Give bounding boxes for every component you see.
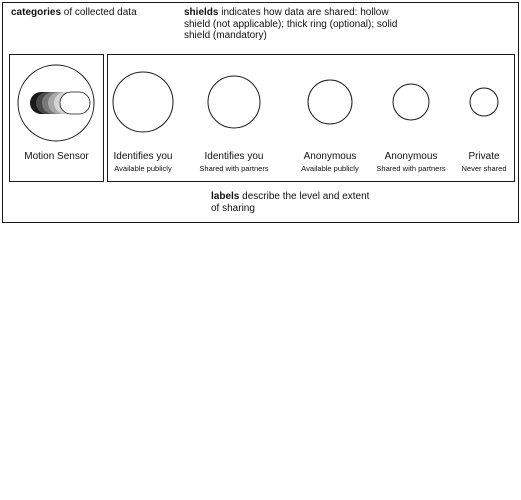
shield-icon-identifies-partners xyxy=(207,75,261,129)
category-icon-svg xyxy=(17,64,95,142)
shields-panel: Identifies you Available publicly Identi… xyxy=(107,54,515,182)
shield-label-main: Identifies you xyxy=(113,151,173,162)
shields-caption-text: indicates how data are shared: hollow sh… xyxy=(184,7,398,41)
shield-label-main: Anonymous xyxy=(303,151,357,162)
shield-label-sub: Available publicly xyxy=(114,164,172,173)
legend-figure: categories of collected data shields ind… xyxy=(2,2,519,223)
category-shield-icon xyxy=(17,64,95,142)
shield-label-sub: Available publicly xyxy=(301,164,359,173)
shield-label-sub: Never shared xyxy=(461,164,507,173)
motion-pill-shape xyxy=(59,91,91,115)
categories-caption-text: of collected data xyxy=(61,7,137,18)
shield-icon-private xyxy=(469,87,499,117)
shield-label-main: Private xyxy=(468,151,500,162)
shield-label-main: Identifies you xyxy=(204,151,264,162)
labels-caption-term: labels xyxy=(211,191,240,202)
shield-icons-svg xyxy=(112,71,499,133)
shield-icon-anonymous-partners xyxy=(392,83,430,121)
shield-label-main: Anonymous xyxy=(384,151,438,162)
shields-caption: shields indicates how data are shared: h… xyxy=(184,7,414,42)
categories-caption-term: categories xyxy=(11,7,62,18)
shield-label-sub: Shared with partners xyxy=(199,164,269,173)
shield-label-sub: Shared with partners xyxy=(376,164,446,173)
labels-caption-text: describe the level and extent of sharing xyxy=(211,191,370,214)
category-panel: Motion Sensor xyxy=(9,54,104,182)
motion-sensor-icon xyxy=(30,91,91,115)
shield-icon-identifies-public xyxy=(112,71,174,133)
category-label: Motion Sensor xyxy=(24,151,89,162)
shield-icon-anonymous-public xyxy=(307,79,353,125)
categories-caption: categories of collected data xyxy=(11,7,151,19)
shields-caption-term: shields xyxy=(184,7,219,18)
labels-caption: labels describe the level and extent of … xyxy=(211,191,371,214)
